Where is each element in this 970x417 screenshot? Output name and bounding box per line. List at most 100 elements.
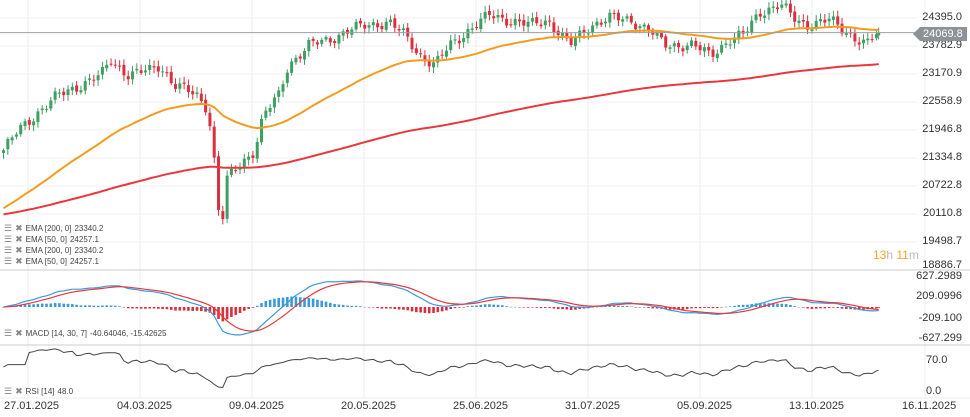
candle-body — [591, 25, 595, 33]
macd-histogram-bar — [92, 305, 96, 307]
candle-body — [165, 72, 169, 74]
macd-histogram-bar — [363, 306, 367, 308]
close-icon[interactable]: ✖ — [15, 223, 23, 233]
candle-body — [604, 21, 608, 24]
macd-histogram-bar — [255, 305, 259, 307]
candle-body — [784, 3, 788, 6]
macd-histogram-bar — [569, 307, 573, 310]
macd-histogram-bar — [513, 306, 517, 308]
close-icon[interactable]: ✖ — [15, 245, 23, 255]
candle-body — [664, 36, 668, 48]
candle-body — [40, 108, 44, 111]
candle-body — [229, 168, 233, 175]
candle-body — [672, 43, 676, 47]
candle-body — [836, 16, 840, 25]
candle-body — [573, 37, 577, 47]
macd-histogram-bar — [208, 307, 212, 313]
candle-body — [767, 7, 771, 15]
macd-histogram-bar — [724, 306, 728, 308]
date-tick: 25.06.2025 — [453, 400, 509, 412]
candle-body — [397, 28, 401, 31]
candle-body — [737, 30, 741, 39]
close-icon[interactable]: ✖ — [15, 234, 23, 244]
lines-icon[interactable]: ☰ — [4, 234, 13, 244]
candle-body — [367, 25, 371, 28]
date-tick: 05.09.2025 — [677, 400, 733, 412]
macd-histogram-bar — [728, 306, 732, 307]
macd-histogram-bar — [449, 307, 453, 310]
macd-histogram-bar — [53, 303, 57, 307]
close-icon[interactable]: ✖ — [15, 256, 23, 266]
candle-body — [634, 23, 638, 30]
candle-body — [96, 75, 100, 81]
macd-histogram-bar — [187, 307, 190, 311]
macd-histogram-bar — [75, 304, 78, 307]
macd-histogram-bar — [642, 307, 646, 308]
candle-body — [711, 49, 715, 57]
legend-ema50: ☰ ✖ EMA [50, 0] 24257.1 — [4, 234, 99, 245]
close-icon[interactable]: ✖ — [15, 386, 23, 396]
date-tick: 09.04.2025 — [229, 400, 285, 412]
macd-histogram-bar — [746, 304, 749, 307]
close-icon[interactable]: ✖ — [15, 328, 23, 338]
candle-body — [780, 4, 784, 8]
macd-histogram-bar — [458, 307, 461, 308]
macd-histogram-bar — [303, 297, 306, 307]
lines-icon[interactable]: ☰ — [4, 256, 13, 266]
candle-body — [83, 81, 87, 91]
macd-histogram-bar — [191, 307, 195, 311]
candle-body — [707, 46, 711, 51]
ema-200-line — [3, 63, 879, 216]
legend-label: EMA [50, 0] — [25, 257, 67, 266]
candle-body — [66, 89, 70, 96]
macd-histogram-bar — [169, 307, 173, 310]
macd-histogram-bar — [466, 306, 470, 307]
lines-icon[interactable]: ☰ — [4, 386, 13, 396]
candle-body — [466, 29, 470, 39]
macd-histogram-bar — [496, 304, 500, 307]
candle-body — [109, 63, 113, 65]
macd-histogram-bar — [251, 307, 255, 308]
macd-histogram-bar — [677, 307, 680, 310]
macd-histogram-bar — [101, 305, 104, 307]
legend-macd: ☰ ✖ MACD [14, 30, 7] -40.64046, -15.42625 — [4, 328, 167, 339]
lines-icon[interactable]: ☰ — [4, 245, 13, 255]
candle-body — [629, 15, 633, 23]
candle-body — [539, 24, 543, 27]
macd-histogram-bar — [535, 307, 539, 308]
candle-body — [169, 71, 173, 84]
candle-body — [728, 44, 732, 46]
macd-histogram-bar — [148, 307, 152, 309]
legend-rsi: ☰ ✖ RSI [14] 48.0 — [4, 386, 73, 397]
candle-body — [819, 19, 823, 22]
candle-body — [866, 38, 870, 41]
candle-body — [135, 68, 139, 71]
macd-histogram-bar — [380, 307, 384, 309]
macd-histogram-bar — [410, 307, 414, 312]
candle-body — [19, 124, 23, 135]
candle-body — [806, 21, 810, 30]
macd-histogram-bar — [58, 303, 61, 307]
macd-histogram-bar — [320, 300, 324, 307]
lines-icon[interactable]: ☰ — [4, 223, 13, 233]
legend-label: EMA [200, 0] — [25, 224, 72, 233]
candle-body — [419, 53, 423, 55]
lines-icon[interactable]: ☰ — [4, 328, 13, 338]
price-tick: 19498.7 — [922, 235, 962, 247]
candle-body — [191, 91, 195, 95]
macd-histogram-bar — [174, 307, 177, 311]
candle-body — [186, 85, 190, 92]
macd-histogram-bar — [556, 307, 560, 310]
legend-ema200: ☰ ✖ EMA [200, 0] 23340.2 — [4, 223, 103, 234]
macd-tick: -209.100 — [918, 312, 962, 324]
candle-body — [733, 37, 737, 44]
macd-histogram-bar — [157, 307, 160, 309]
candle-body — [79, 90, 83, 93]
legend-label: EMA [200, 0] — [25, 246, 72, 255]
candle-body — [810, 29, 814, 31]
macd-histogram-bar — [114, 305, 117, 307]
candle-body — [131, 71, 135, 80]
candle-body — [75, 85, 79, 92]
